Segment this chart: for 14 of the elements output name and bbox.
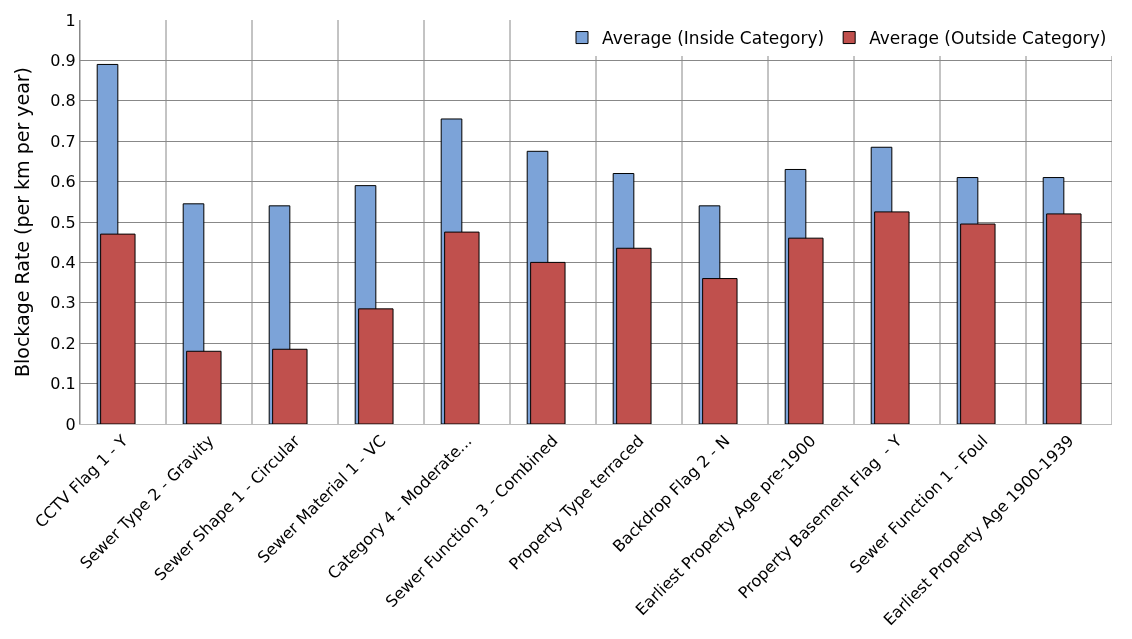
y-tick-label: 0.6 xyxy=(50,172,76,192)
y-axis-title: Blockage Rate (per km per year) xyxy=(11,66,34,378)
y-tick-label: 0.2 xyxy=(50,333,76,353)
y-tick-label: 0.5 xyxy=(50,212,76,232)
legend-label: Average (Inside Category) xyxy=(602,28,825,49)
y-tick-label: 1 xyxy=(65,10,76,30)
y-tick-label: 0.7 xyxy=(50,131,76,151)
y-tick-label: 0.8 xyxy=(50,91,76,111)
y-tick-label: 0.3 xyxy=(50,293,76,313)
y-tick-label: 0.4 xyxy=(50,253,76,272)
legend-label: Average (Outside Category) xyxy=(869,28,1107,49)
y-tick-label: 0.9 xyxy=(50,51,76,70)
y-tick-label: 0.1 xyxy=(50,374,76,394)
y-tick-label: 0 xyxy=(65,414,76,434)
